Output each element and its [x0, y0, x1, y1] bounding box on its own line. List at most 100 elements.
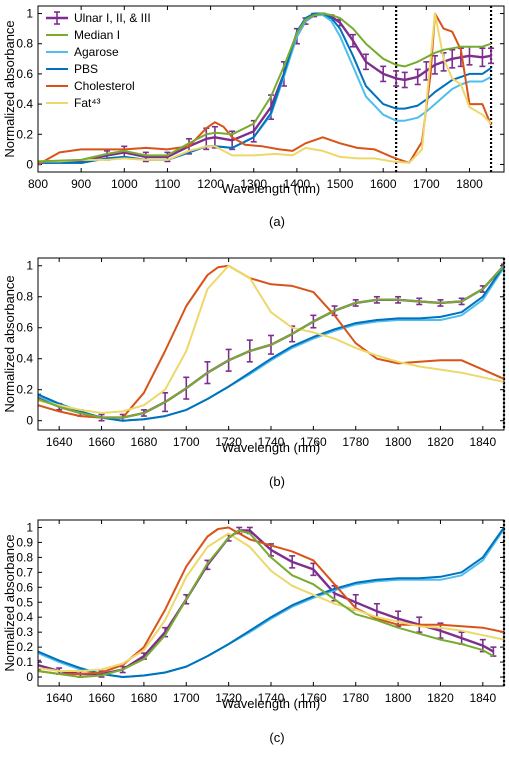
series-pbs-line: [38, 265, 504, 422]
x-tick-label: 1640: [46, 435, 73, 449]
series-median-i-line: [38, 265, 504, 419]
y-tick-label: 0: [26, 157, 33, 171]
legend-label: Fat⁴³: [74, 96, 101, 110]
y-tick-label: 0.6: [16, 67, 33, 81]
y-tick-label: 0: [26, 414, 33, 428]
x-tick-label: 1000: [111, 177, 138, 191]
plot-area: [38, 263, 504, 422]
chart-panel-c: 1640 1660 1680 1700 1720 1740 1760 1780 1800 1820…: [2, 519, 506, 745]
legend-label: Ulnar I, II, & III: [74, 11, 151, 25]
x-tick-label: 900: [71, 177, 91, 191]
y-tick-label: 0.2: [16, 383, 33, 397]
y-tick-label: 0.4: [16, 610, 33, 624]
x-tick-label: 1200: [197, 177, 224, 191]
legend: Ulnar I, II, & III Median I Agarose PBS Chol…: [46, 11, 151, 110]
series-median-i-line: [38, 529, 494, 678]
y-tick-label: 1: [26, 520, 33, 534]
y-tick-label: 1: [26, 7, 33, 21]
y-axis-label: Normalized absorbance: [2, 534, 17, 671]
x-tick-label: 1100: [155, 177, 181, 191]
x-tick-label: 1780: [342, 691, 369, 705]
x-tick-label: 1640: [46, 691, 73, 705]
y-tick-label: 0: [26, 670, 33, 684]
x-tick-label: 1760: [300, 691, 327, 705]
series-fat-line: [38, 12, 492, 164]
x-tick-label: 1680: [131, 435, 158, 449]
x-tick-label: 1760: [300, 435, 327, 449]
x-tick-label: 1740: [258, 435, 285, 449]
y-tick-label: 0.8: [16, 37, 33, 51]
plot-area: [38, 12, 495, 166]
x-tick-label: 1820: [427, 435, 454, 449]
series-median-i-line: [38, 12, 492, 163]
x-tick-label: 1680: [131, 691, 158, 705]
x-tick-label: 1820: [427, 691, 454, 705]
x-tick-label: 1300: [240, 177, 267, 191]
y-tick-label: 0.2: [16, 640, 33, 654]
y-tick-label: 0.8: [16, 290, 33, 304]
x-axis-label: Wavelength (nm): [222, 440, 321, 455]
series-ulnar-i-ii-iii-error-bars: [38, 263, 504, 422]
legend-item: Cholesterol: [46, 79, 135, 93]
y-tick-label: 0.8: [16, 550, 33, 564]
legend-item: Ulnar I, II, & III: [46, 11, 151, 25]
x-axis-label: Wavelength (nm): [222, 696, 321, 711]
legend-label: Agarose: [74, 45, 119, 59]
x-tick-label: 1700: [413, 177, 440, 191]
y-tick-label: 0.5: [16, 595, 33, 609]
series-fat-line: [38, 264, 504, 414]
x-tick-label: 1700: [173, 691, 200, 705]
axes-box: [37, 519, 505, 687]
series-ulnar-i-ii-iii-error-bars: [38, 526, 497, 678]
x-tick-label: 1720: [215, 691, 242, 705]
y-tick-label: 0.2: [16, 127, 33, 141]
x-tick-label: 1660: [88, 691, 115, 705]
legend-item: Median I: [46, 28, 120, 42]
panel-label: (a): [269, 214, 285, 229]
y-tick-label: 0.3: [16, 625, 33, 639]
legend-item: Agarose: [46, 45, 119, 59]
legend-label: Cholesterol: [74, 79, 135, 93]
x-tick-label: 800: [28, 177, 48, 191]
x-tick-label: 1500: [327, 177, 354, 191]
x-tick-label: 1740: [258, 691, 285, 705]
series-fat-line: [38, 532, 504, 672]
y-tick-label: 0.9: [16, 535, 33, 549]
y-tick-label: 0.4: [16, 97, 33, 111]
y-tick-label: 0.6: [16, 321, 33, 335]
y-tick-label: 0.1: [16, 655, 33, 669]
x-tick-label: 1400: [284, 177, 311, 191]
y-axis-label: Normalized absorbance: [2, 20, 17, 157]
x-tick-label: 1700: [173, 435, 200, 449]
x-tick-label: 1660: [88, 435, 115, 449]
panel-label: (c): [269, 730, 284, 745]
y-axis-label: Normalized absorbance: [2, 275, 17, 412]
axes-box: [37, 257, 505, 431]
series-cholesterol-line: [38, 12, 493, 166]
series-cholesterol-line: [38, 526, 504, 675]
y-tick-label: 1: [26, 259, 33, 273]
legend-item: PBS: [46, 62, 98, 76]
y-tick-label: 0.7: [16, 565, 33, 579]
x-tick-label: 1780: [342, 435, 369, 449]
legend-label: PBS: [74, 62, 98, 76]
panel-label: (b): [269, 474, 285, 489]
y-tick-label: 0.6: [16, 580, 33, 594]
legend-label: Median I: [74, 28, 120, 42]
legend-item: Fat⁴³: [46, 96, 101, 110]
chart-panel-a: 800 900 1000 1100 1200 1300 1400 1500 1600 1700 18…: [2, 5, 505, 229]
x-tick-label: 1800: [385, 691, 412, 705]
x-tick-label: 1800: [385, 435, 412, 449]
x-tick-label: 1600: [370, 177, 397, 191]
x-tick-label: 1840: [469, 435, 496, 449]
series-pbs-line: [38, 526, 504, 678]
x-tick-label: 1720: [215, 435, 242, 449]
y-tick-label: 0.4: [16, 352, 33, 366]
axes-box: [37, 5, 505, 173]
x-tick-label: 1840: [469, 691, 496, 705]
x-axis-label: Wavelength (nm): [222, 181, 321, 196]
chart-panel-b: 1640 1660 1680 1700 1720 1740 1760 1780 1800 1820…: [2, 257, 506, 489]
plot-area: [38, 526, 504, 678]
